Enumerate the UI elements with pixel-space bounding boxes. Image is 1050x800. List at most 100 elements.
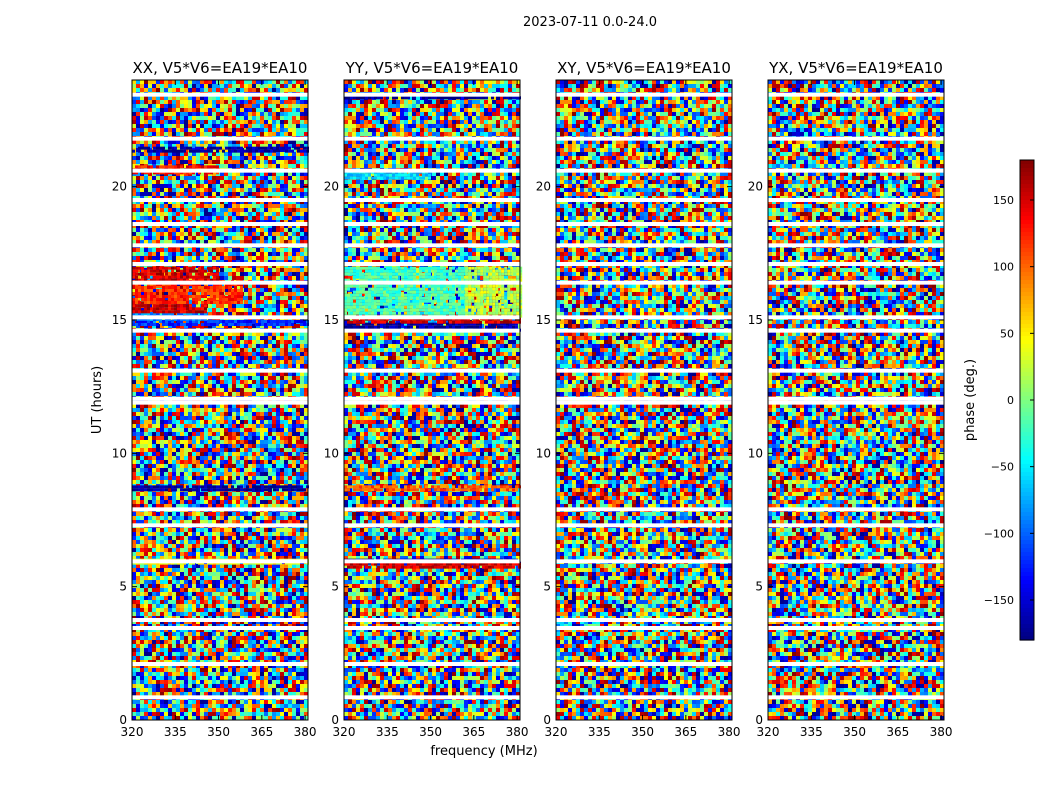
x-tick-label: 380	[930, 725, 953, 739]
flagged-row	[768, 695, 944, 699]
flagged-row	[768, 523, 944, 527]
colorbar-segment	[1020, 540, 1034, 545]
y-tick-label: 20	[324, 180, 339, 194]
y-tick-label: 0	[543, 713, 551, 727]
x-tick-label: 350	[843, 725, 866, 739]
colorbar-segment	[1020, 260, 1034, 265]
x-tick-label: 335	[376, 725, 399, 739]
flagged-row	[344, 507, 520, 511]
colorbar-segment	[1020, 348, 1034, 353]
colorbar-segment	[1020, 252, 1034, 257]
colorbar-segment	[1020, 632, 1034, 637]
y-tick-label: 10	[324, 446, 339, 460]
colorbar-segment	[1020, 620, 1034, 625]
y-tick-label: 10	[112, 446, 127, 460]
flagged-row	[344, 222, 520, 226]
colorbar-segment	[1020, 520, 1034, 525]
colorbar-segment	[1020, 392, 1034, 397]
colorbar-label: phase (deg.)	[963, 359, 978, 441]
colorbar-segment	[1020, 584, 1034, 589]
colorbar-segment	[1020, 424, 1034, 429]
flagged-row	[132, 695, 308, 699]
flagged-row	[556, 369, 732, 373]
colorbar-segment	[1020, 228, 1034, 233]
flagged-row	[556, 262, 732, 266]
flagged-row	[768, 662, 944, 666]
colorbar-segment	[1020, 456, 1034, 461]
flagged-row	[132, 93, 308, 97]
flagged-row	[344, 281, 520, 285]
colorbar-segment	[1020, 340, 1034, 345]
colorbar-segment	[1020, 552, 1034, 557]
x-tick-label: 335	[588, 725, 611, 739]
y-tick-label: 5	[755, 580, 763, 594]
x-tick-label: 320	[333, 725, 356, 739]
flagged-row	[132, 626, 308, 630]
y-tick-label: 5	[543, 580, 551, 594]
flagged-row	[768, 559, 944, 563]
flagged-row	[768, 281, 944, 285]
colorbar-tick-label: 50	[1000, 327, 1014, 340]
colorbar-segment	[1020, 368, 1034, 373]
colorbar-segment	[1020, 220, 1034, 225]
colorbar-segment	[1020, 188, 1034, 193]
colorbar-segment	[1020, 532, 1034, 537]
flagged-row	[344, 695, 520, 699]
colorbar-segment	[1020, 492, 1034, 497]
flagged-row	[344, 93, 520, 97]
colorbar-segment	[1020, 308, 1034, 313]
flagged-row	[768, 169, 944, 173]
colorbar-segment	[1020, 496, 1034, 501]
y-tick-label: 0	[119, 713, 127, 727]
colorbar-segment	[1020, 624, 1034, 629]
y-tick-label: 20	[748, 180, 763, 194]
colorbar-segment	[1020, 240, 1034, 245]
colorbar-segment	[1020, 600, 1034, 605]
flagged-row	[132, 198, 308, 202]
colorbar-segment	[1020, 200, 1034, 205]
flagged-row	[768, 243, 944, 247]
colorbar-segment	[1020, 560, 1034, 565]
y-tick-label: 20	[536, 180, 551, 194]
colorbar-segment	[1020, 548, 1034, 553]
flagged-row	[556, 329, 732, 333]
flagged-row	[556, 198, 732, 202]
flagged-row	[556, 695, 732, 699]
colorbar-segment	[1020, 472, 1034, 477]
colorbar-segment	[1020, 352, 1034, 357]
flagged-row	[768, 198, 944, 202]
x-tick-label: 350	[631, 725, 654, 739]
flagged-row	[556, 626, 732, 630]
flagged-row	[556, 507, 732, 511]
colorbar-segment	[1020, 312, 1034, 317]
flagged-row	[132, 243, 308, 247]
colorbar-tick-label: −50	[991, 461, 1014, 474]
colorbar-segment	[1020, 380, 1034, 385]
colorbar-segment	[1020, 296, 1034, 301]
colorbar-segment	[1020, 528, 1034, 533]
flagged-row	[344, 329, 520, 333]
flagged-row	[132, 262, 308, 266]
flagged-row	[556, 222, 732, 226]
x-axis-label: frequency (MHz)	[430, 744, 537, 759]
x-tick-label: 335	[800, 725, 823, 739]
flagged-row	[556, 662, 732, 666]
colorbar-segment	[1020, 328, 1034, 333]
x-tick-label: 350	[419, 725, 442, 739]
flagged-row	[344, 397, 520, 401]
colorbar-segment	[1020, 580, 1034, 585]
x-tick-label: 365	[886, 725, 909, 739]
colorbar-segment	[1020, 432, 1034, 437]
flagged-row	[768, 507, 944, 511]
x-tick-label: 320	[545, 725, 568, 739]
colorbar-segment	[1020, 336, 1034, 341]
flagged-row	[344, 369, 520, 373]
colorbar-segment	[1020, 268, 1034, 273]
colorbar-segment	[1020, 332, 1034, 337]
flagged-row	[344, 626, 520, 630]
flagged-row	[344, 618, 520, 622]
colorbar-segment	[1020, 372, 1034, 377]
colorbar-segment	[1020, 324, 1034, 329]
colorbar-segment	[1020, 420, 1034, 425]
